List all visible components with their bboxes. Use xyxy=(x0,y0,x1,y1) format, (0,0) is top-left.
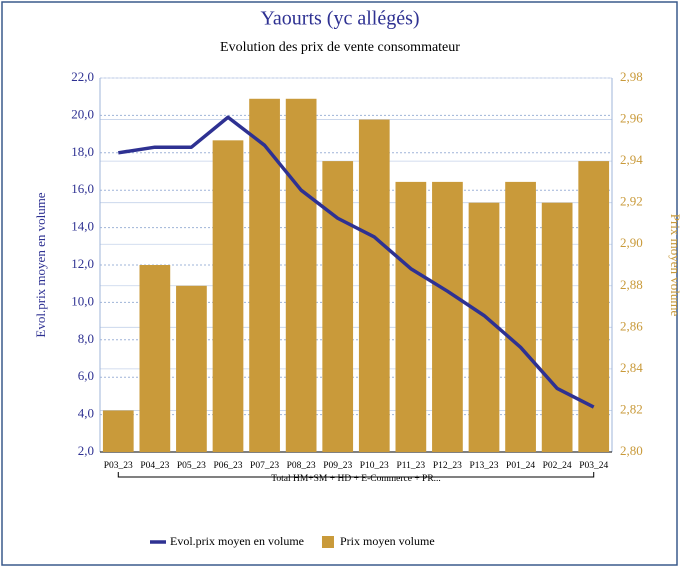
chart-subtitle: Evolution des prix de vente consommateur xyxy=(220,40,460,55)
legend-label: Prix moyen volume xyxy=(340,534,435,548)
bar xyxy=(505,181,536,452)
x-tick-label: P09_23 xyxy=(323,461,352,471)
y-tick-label: 14,0 xyxy=(71,219,94,234)
legend-label: Evol.prix moyen en volume xyxy=(170,534,304,548)
y2-tick-label: 2,80 xyxy=(620,443,643,458)
y-tick-label: 22,0 xyxy=(71,69,94,84)
x-tick-label: P03_24 xyxy=(579,461,608,471)
bar xyxy=(541,202,573,452)
y2-tick-label: 2,82 xyxy=(620,401,643,416)
y-tick-label: 4,0 xyxy=(78,406,94,421)
group-label: Total HM+SM + HD + E-Commerce + PR... xyxy=(271,474,441,484)
x-tick-label: P13_23 xyxy=(469,461,498,471)
x-tick-label: P06_23 xyxy=(213,461,242,471)
y2-tick-label: 2,92 xyxy=(620,194,643,209)
x-tick-label: P07_23 xyxy=(250,461,279,471)
y2-axis-label: Prix moyen volume xyxy=(668,214,680,317)
chart-title: Yaourts (yc allégés) xyxy=(260,8,419,30)
bar xyxy=(432,181,463,452)
x-tick-label: P12_23 xyxy=(433,461,462,471)
y2-tick-label: 2,84 xyxy=(620,360,643,375)
x-tick-label: P02_24 xyxy=(543,461,572,471)
bar xyxy=(102,410,134,452)
bar xyxy=(322,161,354,452)
y-tick-label: 8,0 xyxy=(78,331,94,346)
y-tick-label: 20,0 xyxy=(71,106,94,121)
y-tick-label: 16,0 xyxy=(71,181,94,196)
x-tick-label: P04_23 xyxy=(140,461,169,471)
bar xyxy=(249,98,280,453)
y-tick-label: 18,0 xyxy=(71,144,94,159)
bar xyxy=(212,140,244,453)
x-tick-label: P01_24 xyxy=(506,461,535,471)
bar xyxy=(468,202,500,452)
bar xyxy=(395,181,427,452)
y2-tick-label: 2,94 xyxy=(620,152,643,167)
y-tick-label: 10,0 xyxy=(71,293,94,308)
y2-tick-label: 2,96 xyxy=(620,111,643,126)
y2-tick-label: 2,88 xyxy=(620,277,643,292)
x-tick-label: P08_23 xyxy=(287,461,316,471)
x-tick-label: P03_23 xyxy=(104,461,133,471)
legend-swatch xyxy=(321,536,334,548)
x-tick-label: P10_23 xyxy=(360,461,389,471)
y-axis-label: Evol.prix moyen en volume xyxy=(33,192,48,337)
y-tick-label: 12,0 xyxy=(71,256,94,271)
y-tick-label: 6,0 xyxy=(78,368,94,383)
y-tick-label: 2,0 xyxy=(78,443,94,458)
bar xyxy=(176,285,207,452)
bar xyxy=(578,161,610,452)
line xyxy=(118,115,595,409)
y2-tick-label: 2,86 xyxy=(620,318,643,333)
x-tick-label: P05_23 xyxy=(177,461,206,471)
group-bracket xyxy=(117,472,595,478)
bar xyxy=(139,265,171,452)
y2-tick-label: 2,98 xyxy=(620,69,643,84)
bar xyxy=(285,98,317,453)
y2-tick-label: 2,90 xyxy=(620,235,643,250)
x-tick-label: P11_23 xyxy=(397,461,426,471)
bar xyxy=(358,119,390,453)
